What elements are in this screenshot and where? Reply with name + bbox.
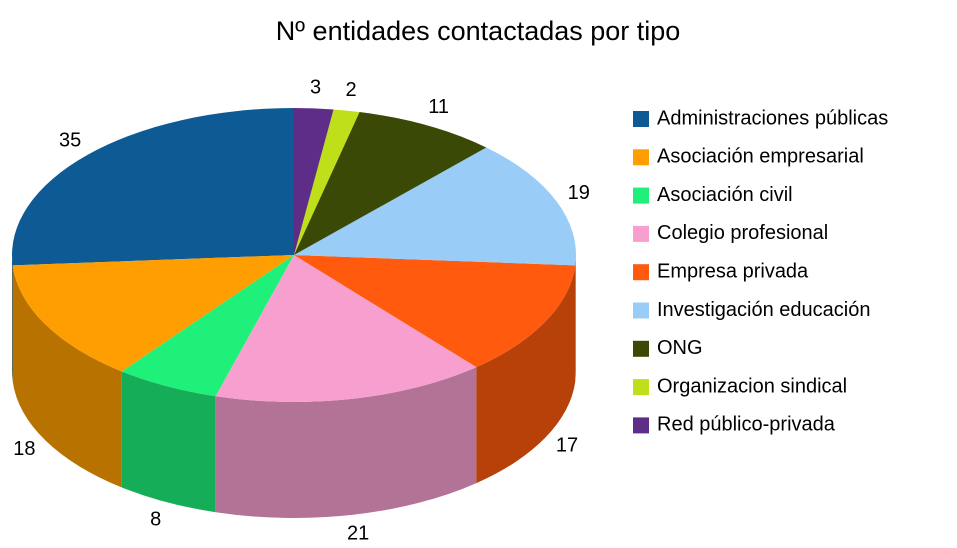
legend-label: Administraciones públicas — [657, 107, 888, 129]
slice — [294, 112, 487, 256]
data-label: 21 — [347, 523, 369, 545]
legend-label: Asociación empresarial — [657, 146, 864, 168]
data-label: 18 — [13, 438, 35, 460]
slice — [294, 109, 360, 255]
legend-label: Empresa privada — [657, 260, 809, 282]
data-label: 19 — [568, 182, 590, 204]
legend-swatch — [633, 111, 649, 127]
legend-label: Red público-privada — [657, 414, 836, 436]
legend-swatch — [633, 149, 649, 166]
data-label: 17 — [556, 435, 578, 457]
legend-label: ONG — [657, 337, 703, 359]
chart-title: Nº entidades contactadas por tipo — [276, 16, 681, 46]
legend-swatch — [633, 379, 649, 396]
slice — [11, 108, 294, 266]
slice-side — [215, 367, 477, 518]
slice-side — [121, 371, 216, 513]
slice — [294, 108, 334, 255]
legend-label: Colegio profesional — [657, 222, 828, 244]
legend-label: Asociación civil — [657, 184, 793, 206]
slice — [294, 255, 576, 368]
slice — [215, 255, 477, 402]
slice — [294, 147, 576, 266]
legend-swatch — [633, 417, 649, 434]
legend-swatch — [633, 225, 649, 242]
legend-swatch — [633, 187, 649, 204]
legend-label: Organizacion sindical — [657, 375, 847, 397]
data-label: 8 — [150, 508, 161, 530]
slice-side — [12, 265, 122, 488]
slice-side — [12, 255, 13, 382]
legend-swatch — [633, 340, 649, 357]
slice — [121, 255, 294, 397]
slice-side — [575, 255, 576, 382]
legend-swatch — [633, 264, 649, 281]
data-label: 35 — [59, 129, 81, 151]
legend-label: Investigación educación — [657, 299, 870, 321]
legend-swatch — [633, 302, 649, 319]
data-label: 11 — [428, 96, 449, 118]
data-label: 3 — [310, 77, 321, 99]
data-label: 2 — [345, 79, 356, 101]
slice-side — [476, 265, 576, 484]
slice — [12, 255, 294, 372]
